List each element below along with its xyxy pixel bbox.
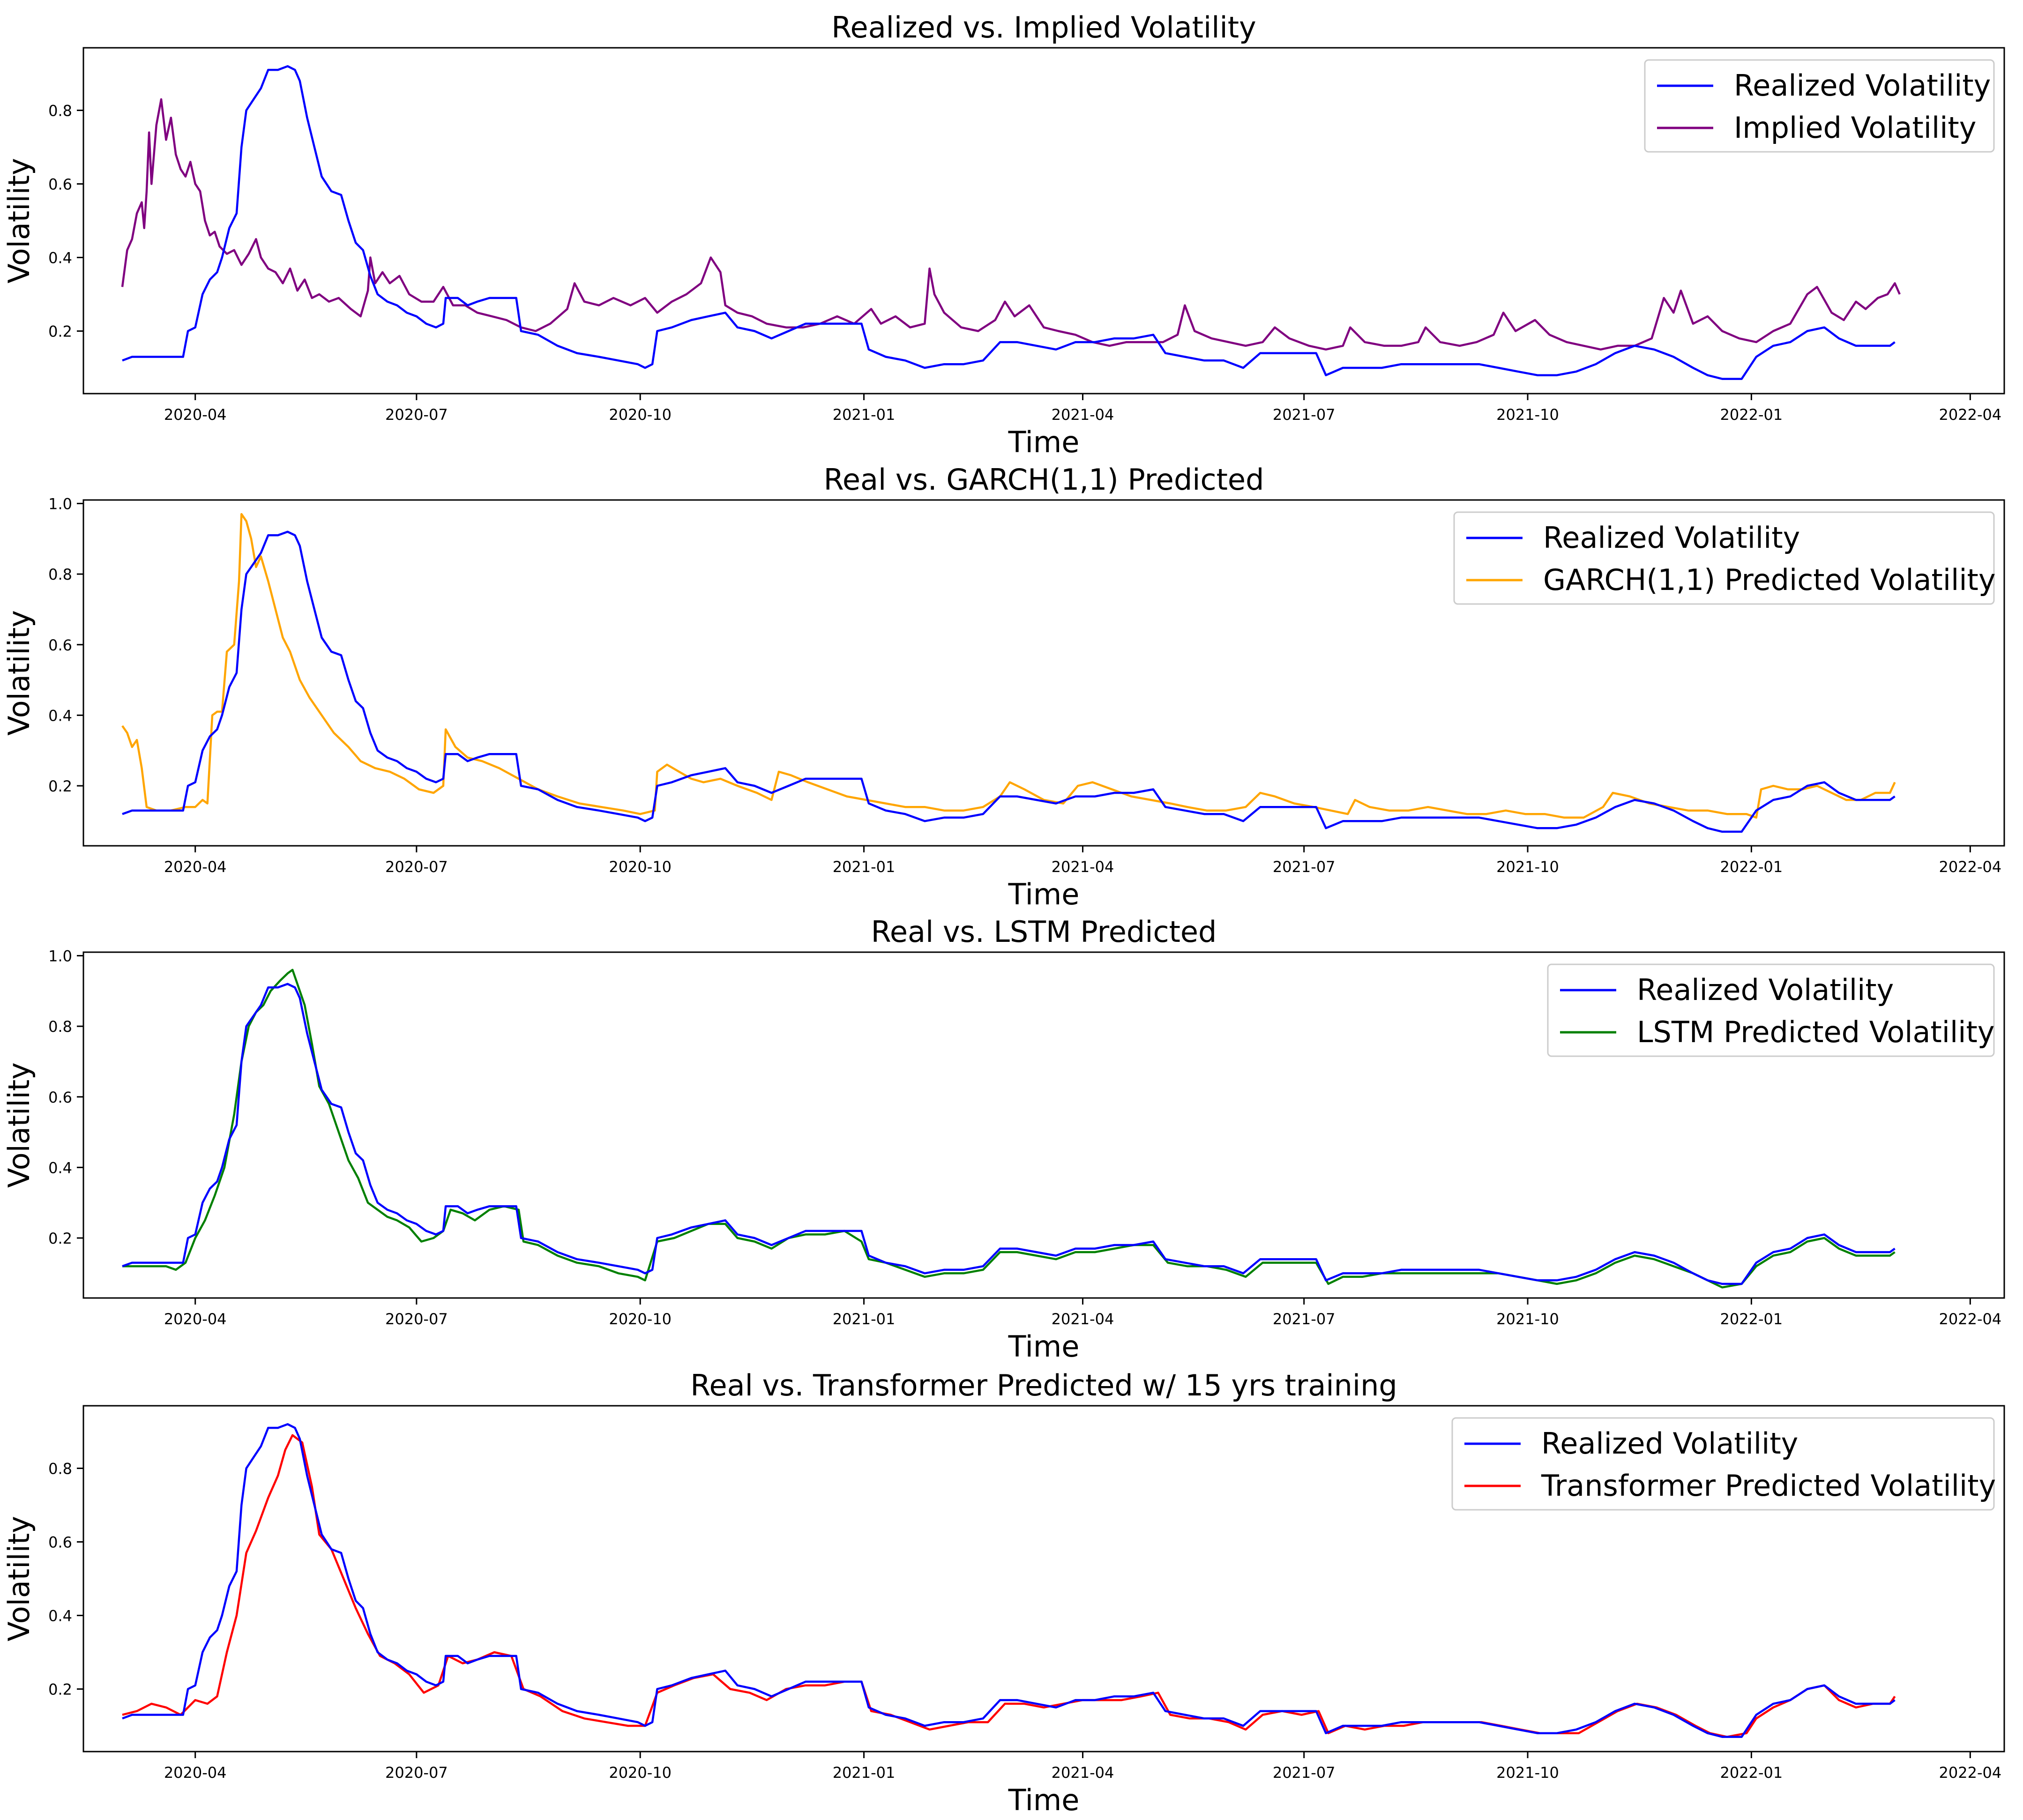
y-tick-label: 1.0 [48,947,72,965]
legend-label: Transformer Predicted Volatility [1541,1469,1996,1503]
legend: Realized Volatility GARCH(1,1) Predicted … [1453,511,1996,605]
legend-label: LSTM Predicted Volatility [1637,1015,1994,1049]
chart-panel-1: Realized vs. Implied Volatility 0.2 0.4 0.6… [2,10,2005,459]
y-tick-label: 0.4 [48,1159,72,1177]
chart-panel-3: Real vs. LSTM Predicted 0.2 0.4 0.6 0.8 1.0 20… [2,915,2005,1364]
x-tick-label: 2020-07 [385,1764,448,1782]
y-tick-label: 0.4 [48,249,72,267]
y-tick-label: 0.6 [48,1533,72,1551]
chart-panel-2: Real vs. GARCH(1,1) Predicted 0.2 0.4 0.6 0.… [2,462,2005,911]
series-line-predicted [122,969,1896,1289]
chart-title: Real vs. LSTM Predicted [871,915,1217,949]
x-tick-label: 2021-10 [1496,1310,1559,1328]
series-line-realized [122,983,1896,1285]
series-line-predicted [121,98,1901,351]
legend-label: Implied Volatility [1734,111,1976,145]
x-tick-label: 2021-07 [1273,406,1336,424]
legend: Realized Volatility Transformer Predicted… [1451,1417,1996,1511]
legend: Realized Volatility LSTM Predicted Volati… [1547,963,1995,1057]
x-tick-label: 2022-01 [1720,858,1783,876]
legend-box [1547,963,1995,1057]
axes-frame [82,951,2005,1299]
x-tick-label: 2020-10 [609,406,672,424]
x-tick-label: 2020-10 [609,1310,672,1328]
legend-label: Realized Volatility [1543,521,1800,555]
x-tick-label: 2020-10 [609,858,672,876]
x-tick-label: 2020-04 [164,858,227,876]
y-tick-label: 0.8 [48,102,72,119]
axes-frame [82,47,2005,395]
x-tick-label: 2021-01 [833,406,896,424]
x-tick-label: 2020-04 [164,1764,227,1782]
series-line-realized [122,65,1896,380]
x-tick-label: 2022-01 [1720,406,1783,424]
x-tick-label: 2021-07 [1273,1764,1336,1782]
x-tick-label: 2022-04 [1939,858,2002,876]
y-tick-label: 0.8 [48,1460,72,1477]
legend-label: Realized Volatility [1637,973,1894,1007]
chart-title: Real vs. GARCH(1,1) Predicted [824,462,1264,497]
legend-label: GARCH(1,1) Predicted Volatility [1543,563,1996,597]
series-line-realized [122,1423,1896,1738]
legend-label: Realized Volatility [1734,68,1991,103]
y-tick-label: 0.4 [48,1607,72,1625]
axes-frame [82,1405,2005,1753]
axes-frame [82,499,2005,847]
y-tick-label: 0.4 [48,707,72,724]
chart-title: Realized vs. Implied Volatility [831,10,1256,45]
x-axis-label: Time [1008,1329,1080,1364]
x-tick-label: 2021-10 [1496,406,1559,424]
legend-label: Realized Volatility [1541,1426,1798,1461]
y-tick-label: 0.2 [48,1681,72,1699]
legend-box [1453,511,1995,605]
x-tick-label: 2022-01 [1720,1764,1783,1782]
x-tick-label: 2021-04 [1052,406,1114,424]
x-tick-label: 2021-04 [1052,1764,1114,1782]
x-tick-label: 2022-01 [1720,1310,1783,1328]
x-tick-label: 2021-04 [1052,1310,1114,1328]
series-line-predicted [122,1434,1896,1738]
y-axis-label: Volatility [2,1062,36,1188]
x-tick-label: 2021-01 [833,1764,896,1782]
legend: Realized Volatility Implied Volatility [1644,59,1995,153]
x-tick-label: 2022-04 [1939,406,2002,424]
x-axis-label: Time [1008,425,1080,459]
chart-panel-4: Real vs. Transformer Predicted w/ 15 yrs… [2,1368,2005,1817]
y-tick-label: 0.8 [48,1018,72,1036]
y-tick-label: 0.6 [48,1089,72,1106]
y-tick-label: 0.2 [48,323,72,341]
series-line-predicted [121,513,1896,819]
x-tick-label: 2020-04 [164,1310,227,1328]
x-tick-label: 2020-07 [385,406,448,424]
x-tick-label: 2020-07 [385,1310,448,1328]
y-tick-label: 0.8 [48,566,72,583]
x-tick-label: 2021-07 [1273,858,1336,876]
x-tick-label: 2020-10 [609,1764,672,1782]
x-tick-label: 2021-01 [833,1310,896,1328]
x-tick-label: 2020-07 [385,858,448,876]
y-tick-label: 0.2 [48,1230,72,1247]
legend-box [1644,59,1995,153]
x-tick-label: 2021-10 [1496,1764,1559,1782]
x-tick-label: 2021-10 [1496,858,1559,876]
y-tick-label: 0.6 [48,636,72,654]
chart-title: Real vs. Transformer Predicted w/ 15 yrs… [690,1368,1397,1402]
y-tick-label: 0.2 [48,777,72,795]
x-tick-label: 2022-04 [1939,1764,2002,1782]
x-tick-label: 2020-04 [164,406,227,424]
series-line-realized [122,530,1896,833]
x-axis-label: Time [1008,1783,1080,1817]
y-tick-label: 0.6 [48,175,72,193]
x-tick-label: 2022-04 [1939,1310,2002,1328]
x-tick-label: 2021-01 [833,858,896,876]
x-tick-label: 2021-07 [1273,1310,1336,1328]
x-tick-label: 2021-04 [1052,858,1114,876]
y-axis-label: Volatility [2,158,36,283]
y-axis-label: Volatility [2,1516,36,1641]
y-axis-label: Volatility [2,610,36,736]
legend-box [1451,1417,1995,1511]
x-axis-label: Time [1008,877,1080,911]
y-tick-label: 1.0 [48,495,72,513]
